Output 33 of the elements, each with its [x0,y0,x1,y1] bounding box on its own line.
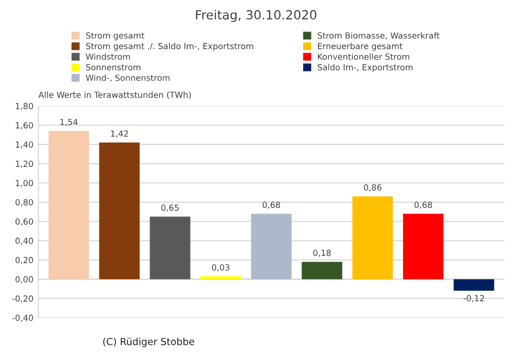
y-axis-title: Alle Werte in Terawattstunden (TWh) [38,91,191,99]
data-label: -0,12 [464,295,484,302]
y-tick-label: 0,00 [16,276,33,284]
y-tick-label: 0,80 [16,199,33,206]
y-tick-label: 1,20 [16,160,33,168]
y-tick-label: -0,40 [12,314,33,322]
y-tick-label: -0,20 [12,295,33,303]
legend-label: Strom gesamt [86,32,144,40]
data-label: 1,54 [60,118,78,126]
legend-label: Saldo Im-, Exportstrom [318,64,412,72]
legend-label: Konventioneller Strom [318,53,410,60]
y-tick-label: 1,40 [16,141,33,149]
text: (C) Rüdiger Stobbe [103,338,194,348]
legend-label: Strom gesamt ./. Saldo Im-, Exportstrom [86,42,254,51]
y-tick-label: 1,60 [16,122,33,130]
chart-title: Freitag, 30.10.2020 [196,10,316,22]
legend-label: Sonnenstrom [86,64,140,70]
data-label: 0,03 [212,264,230,272]
y-tick-label: 1,80 [16,102,33,110]
legend-label: Wind-, Sonnenstrom [86,74,170,82]
data-label: 0,65 [161,204,179,212]
y-tick-label: 1,00 [16,180,33,188]
legend-label: Strom Biomasse, Wasserkraft [318,32,440,40]
y-tick-label: 0,60 [16,218,33,226]
data-label: 0,68 [262,202,280,209]
data-label: 0,86 [364,184,382,192]
y-tick-label: 0,20 [16,256,33,264]
data-label: 0,68 [414,202,432,209]
y-tick-label: 0,40 [16,238,33,245]
data-label: 1,42 [111,130,128,138]
legend-label: Erneuerbare gesamt [318,42,402,51]
legend-label: Windstrom [86,53,130,60]
data-label: 0,18 [313,250,331,257]
